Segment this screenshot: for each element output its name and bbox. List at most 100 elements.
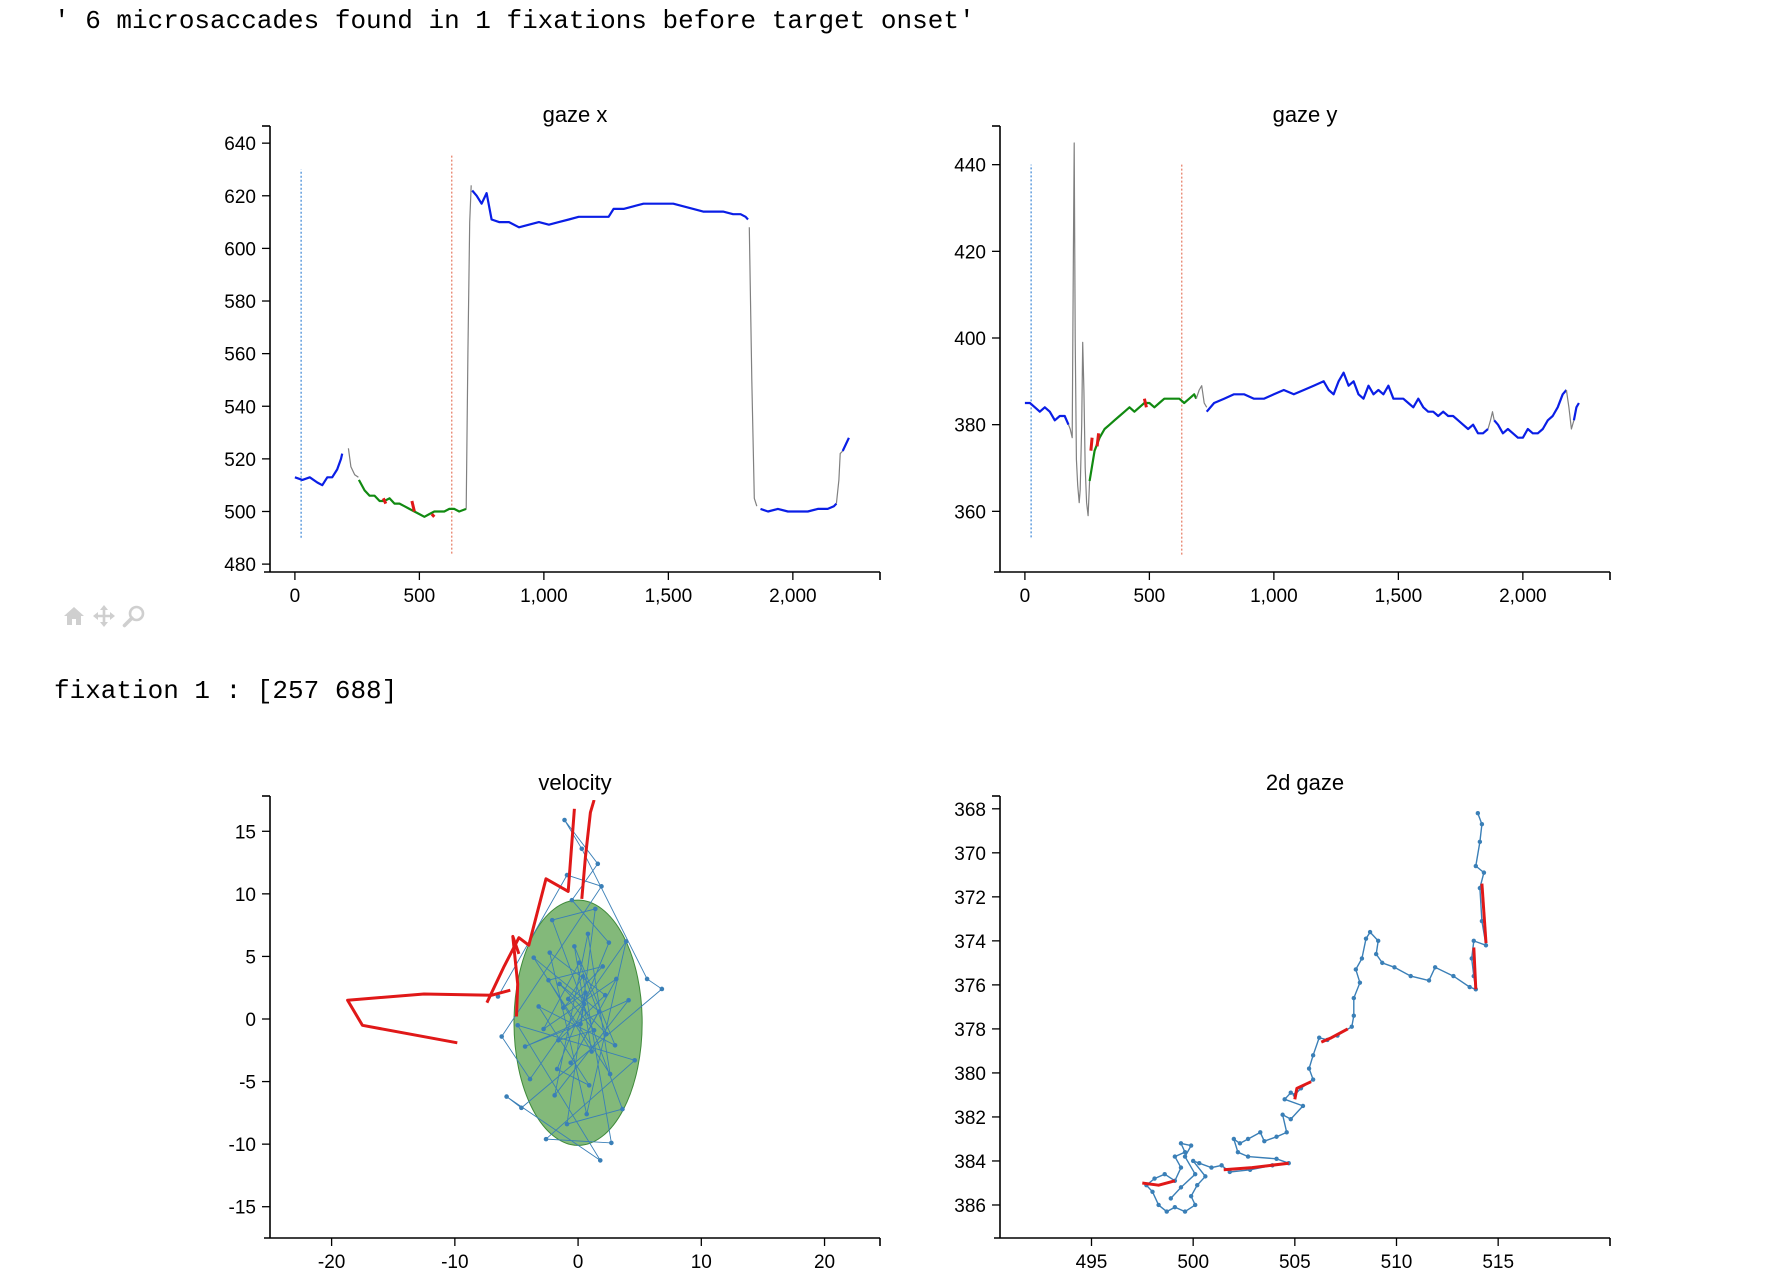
velocity-point-23 xyxy=(589,1049,594,1054)
gaze-2d-x-tick-label-0: 495 xyxy=(1076,1252,1108,1270)
gaze-x-series-micro-4 xyxy=(410,500,416,512)
gaze-y-y-tick-label-2: 400 xyxy=(954,329,986,350)
gaze-x-x-tick-label-3: 1,500 xyxy=(645,586,693,607)
gaze-y-y-tick-label-3: 420 xyxy=(954,242,986,263)
gaze-x-title: gaze x xyxy=(543,102,608,127)
velocity-point-42 xyxy=(609,1140,614,1146)
gaze-y-chart: gaze y 0 500 1,000 1,500 2,000 360 380 400 420 440 xyxy=(954,102,1611,607)
gaze-x-series-fix-0 xyxy=(294,453,344,487)
gaze-2d-point-59 xyxy=(1190,1158,1196,1164)
gaze-2d-point-51 xyxy=(1274,1156,1279,1161)
gaze-2d-point-42 xyxy=(1284,1130,1289,1135)
gaze-2d-title: 2d gaze xyxy=(1266,770,1344,795)
gaze-x-y-tick-label-5: 580 xyxy=(224,292,256,313)
velocity-point-52 xyxy=(499,1034,504,1039)
velocity-microsaccade-2 xyxy=(511,934,521,1017)
gaze-2d-point-43 xyxy=(1274,1134,1279,1139)
gaze-2d-microsaccade-4 xyxy=(1223,1161,1289,1172)
gaze-y-x-tick-label-1: 500 xyxy=(1134,586,1166,607)
velocity-point-13 xyxy=(522,1044,528,1049)
gaze-y-series-fix-0 xyxy=(1024,401,1070,426)
velocity-point-7 xyxy=(596,1009,602,1014)
gaze-2d-point-45 xyxy=(1258,1130,1263,1135)
gaze-2d-trace xyxy=(1145,812,1487,1213)
velocity-y-tick-label-2: -5 xyxy=(239,1073,256,1094)
gaze-x-y-tick-label-0: 480 xyxy=(224,555,256,576)
gaze-y-y-tick-label-0: 360 xyxy=(954,502,986,523)
gaze-y-series-saccade-6 xyxy=(1195,385,1208,408)
velocity-point-32 xyxy=(562,817,567,823)
velocity-point-19 xyxy=(583,990,588,996)
velocity-point-29 xyxy=(606,940,612,945)
velocity-point-20 xyxy=(560,1005,566,1011)
gaze-2d-point-44 xyxy=(1262,1138,1267,1144)
velocity-point-1 xyxy=(557,981,562,987)
gaze-2d-point-27 xyxy=(1351,1013,1357,1018)
gaze-2d-point-33 xyxy=(1306,1066,1312,1071)
velocity-point-16 xyxy=(549,917,555,923)
gaze-2d-point-61 xyxy=(1195,1182,1200,1188)
gaze-2d-microsaccade-5 xyxy=(1142,1179,1176,1187)
gaze-y-x-tick-label-4: 2,000 xyxy=(1499,586,1547,607)
velocity-y-tick-label-4: 5 xyxy=(245,947,256,968)
gaze-2d-microsaccade-2 xyxy=(1320,1027,1349,1044)
zoom-icon[interactable] xyxy=(120,602,148,630)
gaze-2d-point-38 xyxy=(1282,1097,1287,1102)
gaze-y-series-fix-11 xyxy=(1572,402,1580,421)
gaze-2d-point-20 xyxy=(1376,938,1381,944)
gaze-2d-point-75 xyxy=(1182,1149,1188,1155)
gaze-2d-point-16 xyxy=(1408,973,1413,979)
fixation-output-text: fixation 1 : [257 688] xyxy=(54,676,398,706)
pan-icon[interactable] xyxy=(90,602,118,630)
gaze-2d-point-58 xyxy=(1197,1160,1202,1166)
gaze-x-y-tick-label-2: 520 xyxy=(224,450,256,471)
velocity-plot-area xyxy=(346,800,665,1163)
velocity-point-15 xyxy=(593,906,598,912)
velocity-point-36 xyxy=(519,1105,524,1111)
velocity-point-18 xyxy=(564,1121,570,1127)
gaze-2d-point-34 xyxy=(1310,1077,1316,1082)
home-icon[interactable] xyxy=(60,602,88,630)
gaze-2d-point-13 xyxy=(1451,973,1456,979)
velocity-x-tick-label-4: 20 xyxy=(814,1252,835,1270)
velocity-title: velocity xyxy=(538,770,611,795)
velocity-y-tick-label-1: -10 xyxy=(229,1135,256,1156)
velocity-point-17 xyxy=(620,1106,625,1112)
gaze-2d-point-3 xyxy=(1473,863,1479,869)
velocity-point-39 xyxy=(515,1022,520,1028)
gaze-2d-y-tick-label-6: 380 xyxy=(954,1064,986,1085)
gaze-2d-point-63 xyxy=(1193,1202,1198,1208)
gaze-2d-point-64 xyxy=(1182,1209,1188,1214)
gaze-x-series-saccade-6 xyxy=(465,185,472,509)
velocity-point-49 xyxy=(584,1111,590,1117)
gaze-2d-point-24 xyxy=(1353,967,1359,972)
gaze-2d-point-68 xyxy=(1150,1189,1155,1194)
gaze-2d-y-tick-label-4: 376 xyxy=(954,976,986,997)
velocity-point-34 xyxy=(644,976,650,982)
velocity-x-tick-label-3: 10 xyxy=(691,1252,712,1270)
gaze-2d-point-28 xyxy=(1349,1024,1354,1029)
gaze-y-series-fix-7 xyxy=(1205,371,1489,435)
velocity-chart: velocity -20 -10 0 10 20 -15 -10 -5 0 5 10 15 xyxy=(229,770,881,1270)
velocity-point-33 xyxy=(579,846,585,852)
velocity-microsaccade-0 xyxy=(346,988,511,1045)
gaze-2d-point-37 xyxy=(1288,1090,1293,1095)
gaze-x-y-tick-label-4: 560 xyxy=(224,345,256,366)
gaze-2d-point-46 xyxy=(1245,1136,1251,1142)
gaze-y-plot-area xyxy=(1024,142,1580,555)
gaze-2d-point-2 xyxy=(1477,839,1483,845)
velocity-point-4 xyxy=(541,1026,546,1032)
gaze-2d-point-62 xyxy=(1188,1193,1194,1199)
velocity-point-46 xyxy=(556,1037,561,1043)
velocity-point-53 xyxy=(599,884,604,889)
velocity-trace xyxy=(497,819,663,1161)
gaze-y-y-tick-label-4: 440 xyxy=(954,156,986,177)
gaze-2d-plot-area xyxy=(1142,811,1489,1214)
gaze-2d-point-74 xyxy=(1172,1154,1178,1159)
gaze-x-x-tick-label-2: 1,000 xyxy=(520,586,568,607)
gaze-2d-y-tick-label-9: 386 xyxy=(954,1196,986,1217)
gaze-x-y-tick-label-7: 620 xyxy=(224,187,256,208)
gaze-2d-x-tick-label-3: 510 xyxy=(1381,1252,1413,1270)
velocity-point-31 xyxy=(595,861,601,867)
